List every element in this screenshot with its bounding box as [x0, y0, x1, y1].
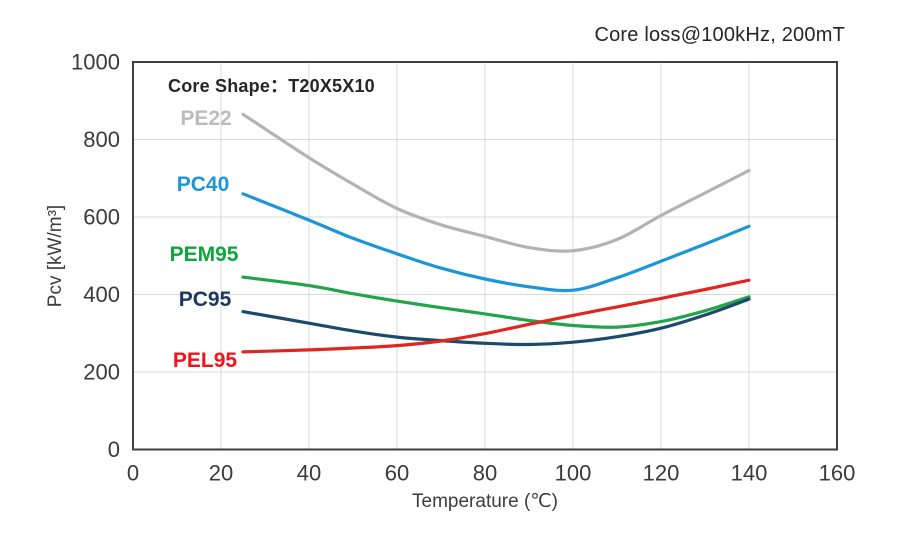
series-line-PEM95 — [241, 275, 751, 329]
series-line-PC40 — [241, 192, 751, 293]
y-tick-label-600: 600 — [83, 205, 120, 230]
series-label-PC95: PC95 — [179, 288, 232, 311]
y-tick-label-200: 200 — [83, 360, 120, 385]
chart-title: Core loss@100kHz, 200mT — [594, 24, 845, 46]
y-tick-label-400: 400 — [83, 282, 120, 307]
x-tick-label-0: 0 — [127, 461, 139, 486]
series-line-PE22 — [241, 112, 751, 253]
series-label-PEL95: PEL95 — [173, 349, 238, 372]
x-tick-label-60: 60 — [385, 461, 409, 486]
x-tick-label-120: 120 — [643, 461, 680, 486]
series-label-PE22: PE22 — [180, 107, 231, 130]
series-label-PC40: PC40 — [177, 173, 230, 196]
y-tick-label-800: 800 — [83, 127, 120, 152]
x-tick-label-100: 100 — [555, 461, 592, 486]
x-tick-label-20: 20 — [209, 461, 233, 486]
core-shape-annotation: Core Shape：T20X5X10 — [168, 76, 375, 96]
x-tick-label-160: 160 — [819, 461, 856, 486]
y-tick-label-0: 0 — [108, 437, 120, 462]
y-tick-label-1000: 1000 — [71, 50, 120, 75]
series-label-PEM95: PEM95 — [170, 243, 239, 266]
series-line-PC95 — [241, 297, 751, 347]
plot-border — [132, 61, 838, 451]
x-axis-title: Temperature (℃) — [412, 491, 558, 512]
x-tick-label-80: 80 — [473, 461, 497, 486]
x-tick-label-40: 40 — [297, 461, 321, 486]
x-tick-label-140: 140 — [731, 461, 768, 486]
y-axis-title: Pcv [kW/m³] — [45, 204, 66, 308]
series-line-PEL95 — [241, 278, 751, 354]
